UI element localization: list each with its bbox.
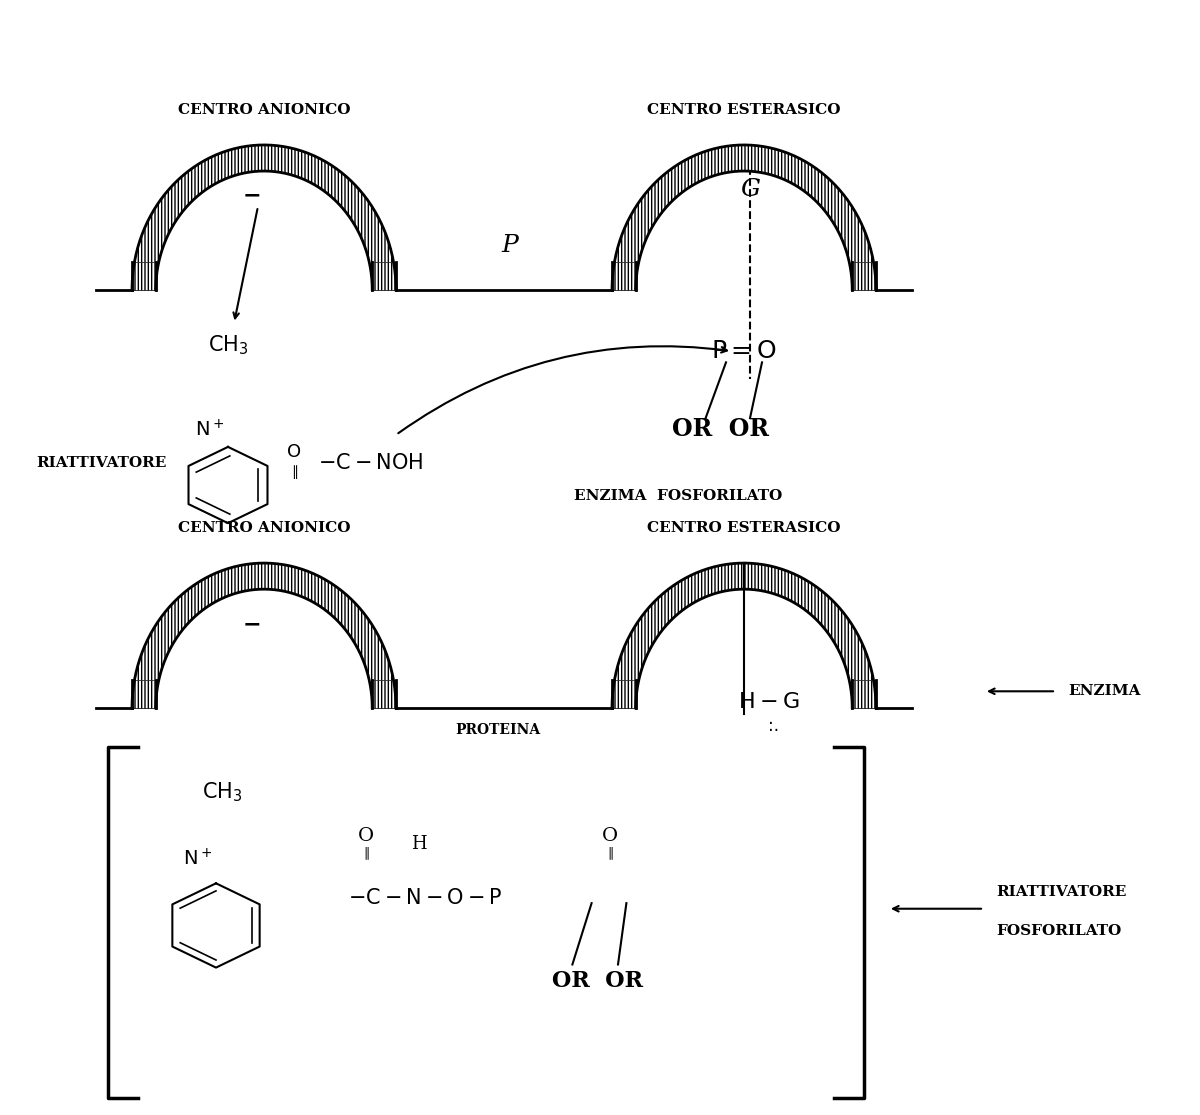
Text: $\mathrm{-C-N-O-P}$: $\mathrm{-C-N-O-P}$: [348, 888, 503, 908]
Text: $\mathrm{N^+}$: $\mathrm{N^+}$: [184, 847, 212, 870]
Text: $\mathrm{-C-NOH}$: $\mathrm{-C-NOH}$: [318, 453, 424, 473]
Polygon shape: [372, 262, 396, 290]
Text: $\parallel$: $\parallel$: [289, 463, 299, 481]
Polygon shape: [132, 680, 156, 708]
Polygon shape: [612, 680, 636, 708]
Text: $\mathrm{CH_3}$: $\mathrm{CH_3}$: [202, 780, 242, 804]
Text: CENTRO ESTERASICO: CENTRO ESTERASICO: [647, 103, 841, 117]
Text: $\mathrm{H-G}$: $\mathrm{H-G}$: [738, 691, 799, 714]
Text: $\mathrm{CH_3}$: $\mathrm{CH_3}$: [208, 333, 248, 358]
Text: RIATTIVATORE: RIATTIVATORE: [36, 456, 167, 469]
Text: −: −: [242, 185, 262, 205]
Polygon shape: [132, 145, 396, 290]
Polygon shape: [852, 680, 876, 708]
Text: OR  OR: OR OR: [552, 970, 643, 992]
Text: −: −: [242, 614, 262, 634]
Polygon shape: [612, 262, 636, 290]
Polygon shape: [132, 680, 156, 708]
Text: $\parallel$: $\parallel$: [361, 846, 371, 862]
Text: O: O: [601, 827, 618, 845]
Polygon shape: [612, 262, 636, 290]
Text: CENTRO ESTERASICO: CENTRO ESTERASICO: [647, 521, 841, 535]
Text: O: O: [358, 827, 374, 845]
Polygon shape: [372, 680, 396, 708]
Polygon shape: [612, 563, 876, 708]
Text: CENTRO ANIONICO: CENTRO ANIONICO: [178, 103, 350, 117]
Polygon shape: [372, 680, 396, 708]
Polygon shape: [612, 145, 876, 290]
Text: $\parallel$: $\parallel$: [605, 846, 614, 862]
Text: $\mathrm{N^+}$: $\mathrm{N^+}$: [196, 418, 224, 440]
Text: PROTEINA: PROTEINA: [456, 724, 540, 737]
Text: H: H: [410, 835, 427, 853]
Polygon shape: [612, 680, 636, 708]
Text: ENZIMA: ENZIMA: [1068, 685, 1140, 698]
Polygon shape: [132, 262, 156, 290]
Polygon shape: [852, 262, 876, 290]
Polygon shape: [852, 680, 876, 708]
Text: P: P: [502, 234, 518, 256]
Polygon shape: [132, 563, 396, 708]
Text: CENTRO ANIONICO: CENTRO ANIONICO: [178, 521, 350, 535]
Text: G: G: [740, 178, 760, 201]
Polygon shape: [132, 262, 156, 290]
Text: $\mathrm{O}$: $\mathrm{O}$: [287, 443, 301, 460]
Text: ENZIMA  FOSFORILATO: ENZIMA FOSFORILATO: [574, 489, 782, 503]
Text: OR  OR: OR OR: [672, 417, 768, 442]
Polygon shape: [852, 262, 876, 290]
Text: $\mathrm{P=O}$: $\mathrm{P=O}$: [710, 340, 778, 362]
Text: :.: :.: [768, 717, 780, 735]
Polygon shape: [372, 262, 396, 290]
Text: RIATTIVATORE: RIATTIVATORE: [996, 885, 1127, 899]
Text: FOSFORILATO: FOSFORILATO: [996, 924, 1121, 938]
